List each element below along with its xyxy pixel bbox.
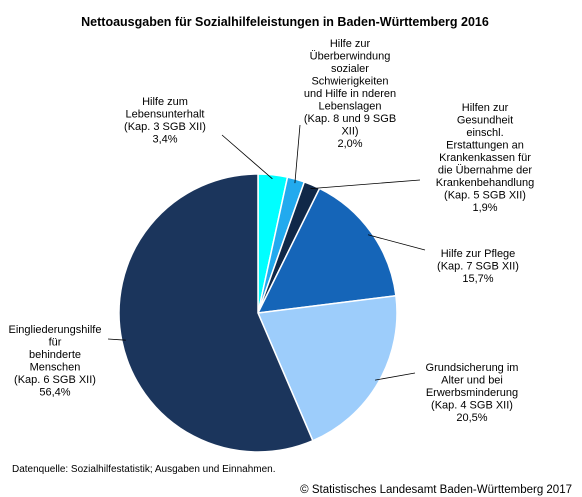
leader-line-2 <box>310 179 421 189</box>
leader-line-1 <box>294 124 301 184</box>
pie-slices <box>118 173 398 453</box>
chart-title: Nettoausgaben für Sozialhilfeleistungen … <box>81 15 489 29</box>
slice-label-3: Hilfe zur Pflege (Kap. 7 SGB XII) 15,7% <box>437 248 519 285</box>
copyright: © Statistisches Landesamt Baden-Württemb… <box>300 484 572 496</box>
pie-slice-5 <box>118 173 314 453</box>
leader-line-5 <box>107 338 126 341</box>
leader-line-0 <box>221 134 273 180</box>
leader-lines <box>107 124 426 381</box>
source-note: Datenquelle: Sozialhilfestatistik; Ausga… <box>12 464 276 475</box>
leader-line-3 <box>367 234 426 251</box>
leader-line-4 <box>375 372 416 381</box>
pie-slice-3 <box>256 187 397 314</box>
slice-label-2: Hilfen zur Gesundheit einschl. Erstattungen… <box>436 102 534 214</box>
slice-label-1: Hilfe zur Überberwindung sozialer Schwierig… <box>304 38 396 150</box>
slice-label-0: Hilfe zum Lebensunterhalt (Kap. 3 SGB XII)… <box>124 96 206 146</box>
pie-slice-4 <box>256 294 398 442</box>
slice-labels: Hilfe zum Lebensunterhalt (Kap. 3 SGB XII)… <box>9 38 535 424</box>
slice-label-5: Eingliederungshilfe für behinderte Menschen… <box>9 324 102 399</box>
slice-label-4: Grundsicherung im Alter und bei Erwerbsmin… <box>426 362 519 424</box>
